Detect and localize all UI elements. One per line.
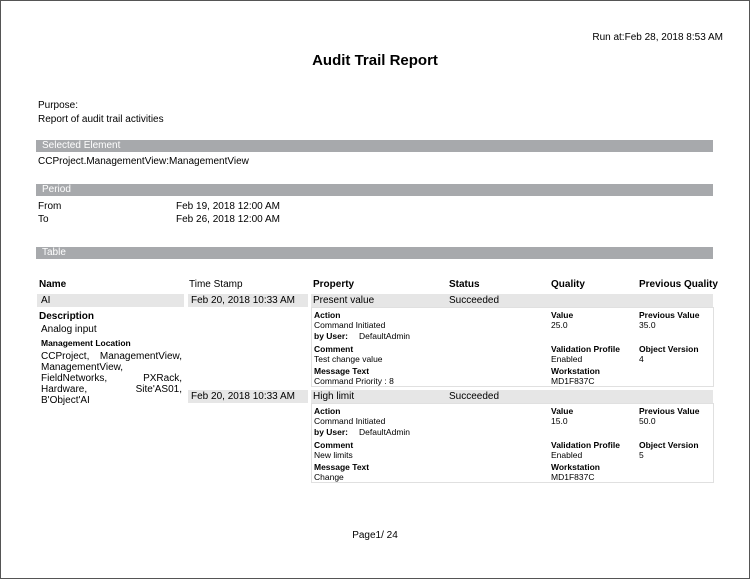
column-header: Property: [313, 279, 355, 290]
period-label: To: [38, 214, 49, 225]
status: Succeeded: [449, 295, 500, 306]
validation-profile: Enabled: [551, 450, 583, 460]
status: Succeeded: [449, 391, 500, 402]
column-header: Quality: [551, 279, 585, 290]
column-header: Previous Quality: [639, 279, 718, 290]
description-label: Description: [39, 311, 95, 322]
by-user: DefaultAdmin: [359, 427, 411, 437]
validation-profile-label: Validation Profile: [551, 344, 620, 354]
element-name: AI: [41, 295, 51, 306]
page-number: Page1/ 24: [352, 530, 398, 541]
detail-box: [311, 307, 714, 387]
property-row: [311, 390, 713, 403]
previous-value: 35.0: [639, 320, 656, 330]
purpose-label: Purpose:: [38, 100, 79, 111]
by-user-label: by User:: [314, 331, 349, 341]
previous-value-label: Previous Value: [639, 406, 700, 416]
by-user: DefaultAdmin: [359, 331, 411, 341]
object-version-label: Object Version: [639, 344, 699, 354]
object-version: 5: [639, 450, 644, 460]
column-header: Status: [449, 279, 480, 290]
message-text: Change: [314, 472, 344, 482]
message-text: Command Priority : 8: [314, 376, 394, 386]
property-row: [311, 294, 713, 307]
period-label: From: [38, 201, 62, 212]
section-bar: Selected Element: [36, 140, 713, 152]
validation-profile-label: Validation Profile: [551, 440, 620, 450]
column-header: Name: [39, 279, 67, 290]
detail-box: [311, 403, 714, 483]
time-stamp: Feb 20, 2018 10:33 AM: [191, 295, 295, 306]
by-user-label: by User:: [314, 427, 349, 437]
timestamp-row: [188, 294, 308, 307]
value: 15.0: [551, 416, 568, 426]
action-label: Action: [314, 406, 341, 416]
section-bar: Table: [36, 247, 713, 259]
comment-label: Comment: [314, 440, 354, 450]
workstation-label: Workstation: [551, 462, 600, 472]
time-stamp: Feb 20, 2018 10:33 AM: [191, 391, 295, 402]
message-label: Message Text: [314, 462, 370, 472]
action-label: Action: [314, 310, 341, 320]
report-title: Audit Trail Report: [312, 52, 438, 69]
section-heading: Selected Element: [42, 140, 121, 151]
period-value: Feb 19, 2018 12:00 AM: [176, 201, 280, 212]
period-value: Feb 26, 2018 12:00 AM: [176, 214, 280, 225]
section-heading: Table: [42, 247, 66, 258]
comment: New limits: [314, 450, 353, 460]
property: High limit: [313, 391, 355, 402]
workstation: MD1F837C: [551, 376, 595, 386]
action: Command Initiated: [314, 416, 386, 426]
purpose-text: Report of audit trail activities: [38, 114, 164, 125]
value-label: Value: [551, 406, 574, 416]
timestamp-row: [188, 390, 308, 403]
selected-element: CCProject.ManagementView:ManagementView: [38, 156, 249, 167]
previous-value: 50.0: [639, 416, 656, 426]
run-at: Run at:Feb 28, 2018 8:53 AM: [592, 32, 723, 43]
property: Present value: [313, 295, 375, 306]
location-label: Management Location: [41, 338, 131, 348]
value-label: Value: [551, 310, 574, 320]
workstation-label: Workstation: [551, 366, 600, 376]
section-heading: Period: [42, 184, 71, 195]
workstation: MD1F837C: [551, 472, 595, 482]
object-version-label: Object Version: [639, 440, 699, 450]
previous-value-label: Previous Value: [639, 310, 700, 320]
section-bar: Period: [36, 184, 713, 196]
comment-label: Comment: [314, 344, 354, 354]
name-row: [37, 294, 184, 307]
description: Analog input: [41, 324, 97, 335]
column-header: Time Stamp: [189, 279, 243, 290]
object-version: 4: [639, 354, 644, 364]
location: CCProject, ManagementView, ManagementVie…: [41, 351, 182, 406]
validation-profile: Enabled: [551, 354, 583, 364]
comment: Test change value: [314, 354, 383, 364]
message-label: Message Text: [314, 366, 370, 376]
value: 25.0: [551, 320, 568, 330]
action: Command Initiated: [314, 320, 386, 330]
